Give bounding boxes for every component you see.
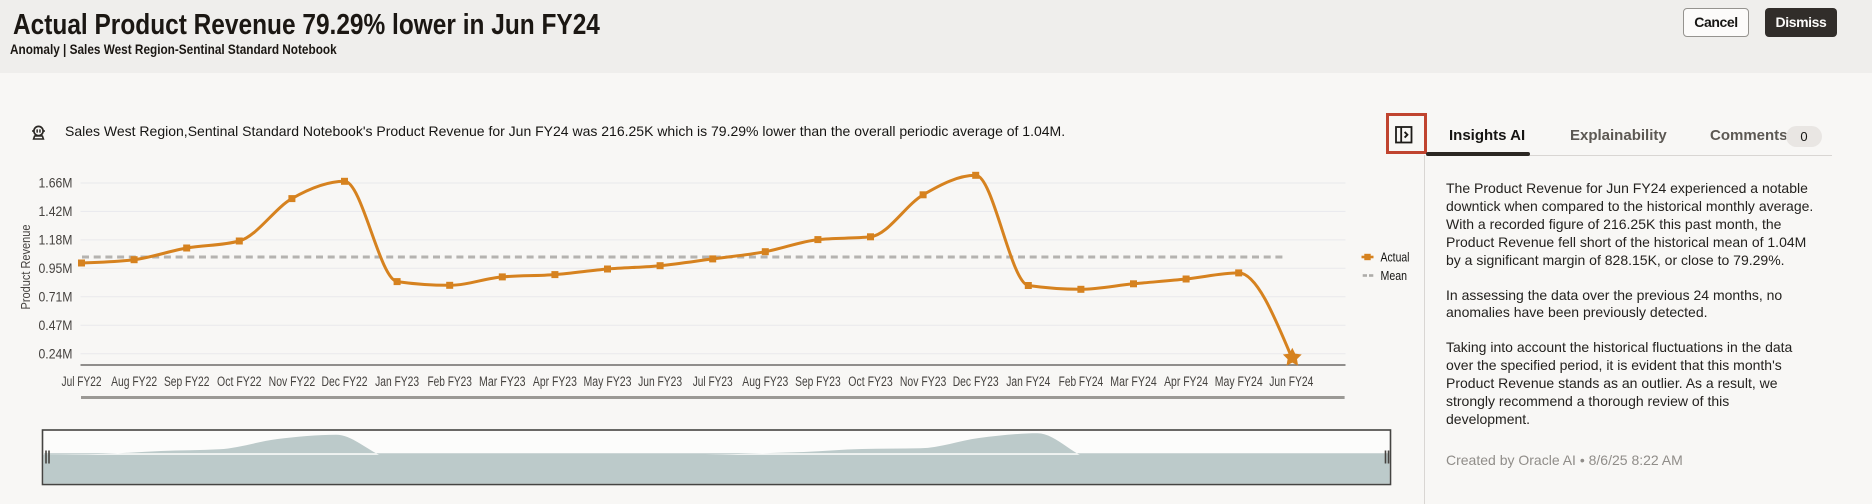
svg-text:Apr FY24: Apr FY24 (1164, 374, 1208, 389)
svg-text:0.47M: 0.47M (39, 318, 73, 333)
svg-text:Jan FY23: Jan FY23 (375, 374, 419, 389)
svg-text:May FY23: May FY23 (584, 374, 632, 389)
svg-text:1.66M: 1.66M (39, 176, 73, 191)
svg-text:Aug FY23: Aug FY23 (742, 374, 788, 389)
svg-text:0.71M: 0.71M (39, 290, 73, 305)
svg-text:Nov FY23: Nov FY23 (900, 374, 947, 389)
svg-text:Apr FY23: Apr FY23 (533, 374, 577, 389)
svg-text:Mean: Mean (1381, 269, 1408, 283)
svg-text:Actual: Actual (1381, 250, 1410, 264)
svg-text:Jun FY24: Jun FY24 (1269, 374, 1313, 389)
svg-text:Mar FY24: Mar FY24 (1110, 374, 1157, 389)
svg-text:Jul FY22: Jul FY22 (62, 374, 102, 389)
svg-text:1.18M: 1.18M (39, 233, 73, 248)
svg-text:Feb FY24: Feb FY24 (1059, 374, 1104, 389)
svg-text:Jan FY24: Jan FY24 (1006, 374, 1050, 389)
svg-text:May FY24: May FY24 (1215, 374, 1263, 389)
svg-text:Feb FY23: Feb FY23 (427, 374, 472, 389)
svg-text:Aug FY22: Aug FY22 (111, 374, 157, 389)
svg-text:Oct FY22: Oct FY22 (217, 374, 262, 389)
svg-text:0.95M: 0.95M (39, 261, 73, 276)
svg-text:Jul FY23: Jul FY23 (693, 374, 733, 389)
svg-text:Oct FY23: Oct FY23 (848, 374, 893, 389)
svg-text:1.42M: 1.42M (39, 204, 73, 219)
svg-text:Sep FY22: Sep FY22 (164, 374, 210, 389)
svg-text:Nov FY22: Nov FY22 (269, 374, 316, 389)
svg-text:Mar FY23: Mar FY23 (479, 374, 526, 389)
svg-text:0.24M: 0.24M (39, 346, 73, 361)
svg-text:Product Revenue: Product Revenue (19, 224, 33, 309)
svg-text:Jun FY23: Jun FY23 (638, 374, 682, 389)
svg-text:Sep FY23: Sep FY23 (795, 374, 841, 389)
svg-text:Dec FY23: Dec FY23 (953, 374, 999, 389)
svg-text:Dec FY22: Dec FY22 (322, 374, 368, 389)
